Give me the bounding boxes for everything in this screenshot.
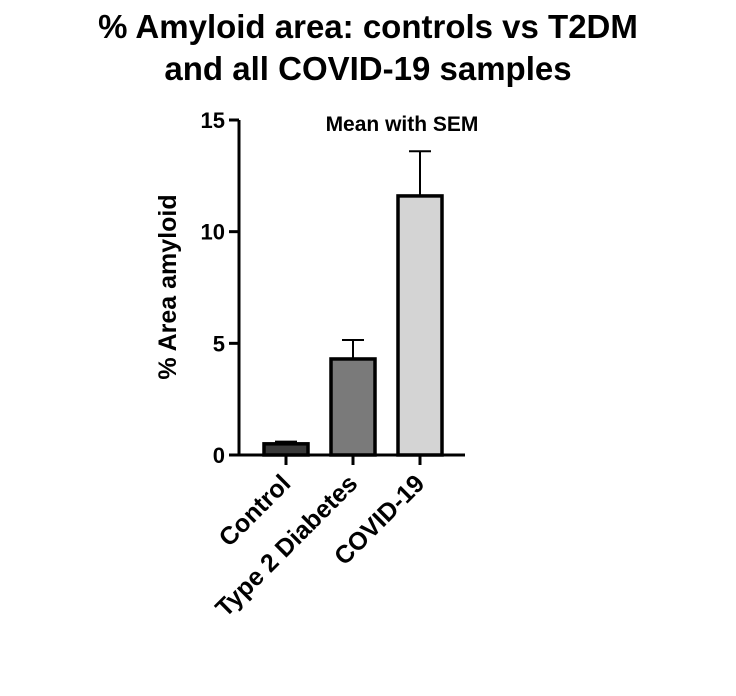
- y-axis-label: % Area amyloid: [154, 194, 182, 379]
- chart-subtitle: Mean with SEM: [326, 113, 479, 136]
- bars: [262, 194, 444, 457]
- y-tick-label: 0: [213, 443, 225, 468]
- y-axis: 0 5 10 15: [201, 108, 241, 468]
- chart-title-line-2: and all COVID-19 samples: [164, 50, 572, 87]
- error-bars: [275, 150, 431, 444]
- y-tick-label: 15: [201, 108, 225, 133]
- bar: [262, 442, 310, 457]
- y-tick-label: 5: [213, 331, 225, 356]
- chart-title-line-1: % Amyloid area: controls vs T2DM: [98, 8, 638, 45]
- y-tick-label: 10: [201, 220, 225, 245]
- bar: [396, 194, 444, 457]
- bar: [329, 357, 377, 457]
- chart-title: % Amyloid area: controls vs T2DM and all…: [0, 6, 736, 90]
